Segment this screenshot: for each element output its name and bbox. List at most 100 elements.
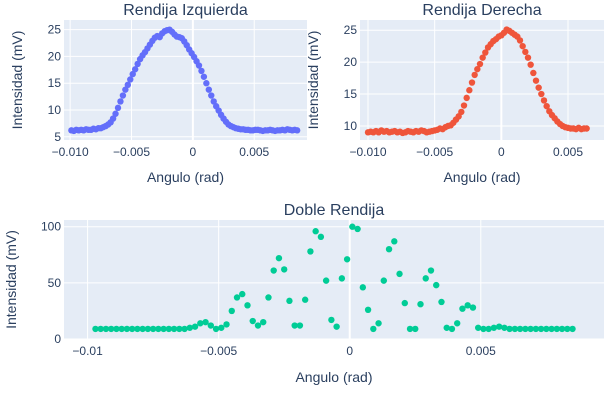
- data-point: [218, 324, 225, 331]
- data-point: [317, 233, 325, 241]
- data-point: [131, 66, 139, 73]
- data-point: [181, 325, 188, 333]
- data-point: [380, 277, 388, 284]
- data-point: [468, 79, 476, 86]
- data-point: [296, 322, 304, 329]
- plot-area: [360, 20, 604, 140]
- y-tick-label: 10: [48, 103, 62, 117]
- data-point: [359, 284, 367, 291]
- data-point: [223, 321, 230, 328]
- data-point: [460, 102, 468, 109]
- data-point: [569, 325, 576, 333]
- data-point: [406, 325, 414, 333]
- data-point: [107, 325, 115, 333]
- data-point: [438, 298, 445, 306]
- y-tick-label: 15: [48, 76, 62, 90]
- y-tick-label: 100: [41, 220, 61, 234]
- data-point: [198, 67, 205, 75]
- chart-doble-rendija: −0.01 −0.005 0 0.005 0 50 100 Doble Rendija Angu…: [3, 202, 604, 385]
- data-point: [102, 325, 110, 333]
- y-tick-label: 25: [48, 23, 62, 37]
- data-point: [535, 84, 542, 91]
- x-tick-label: 0.005: [239, 145, 269, 159]
- data-point: [532, 77, 540, 84]
- data-point: [349, 223, 356, 230]
- data-point: [522, 325, 529, 333]
- x-axis-label: Angulo (rad): [443, 169, 520, 185]
- data-point: [527, 325, 534, 333]
- data-point: [254, 322, 262, 329]
- data-point: [466, 87, 473, 94]
- x-tick-label: −0.005: [416, 145, 453, 159]
- data-point: [119, 92, 127, 99]
- chart-title: Rendija Derecha: [422, 2, 541, 19]
- data-point: [476, 60, 484, 68]
- data-point: [427, 267, 435, 274]
- x-axis-label: Angulo (rad): [295, 369, 372, 385]
- data-point: [543, 325, 550, 333]
- data-point: [265, 294, 272, 301]
- data-point: [422, 275, 429, 282]
- data-point: [203, 80, 210, 87]
- y-axis-label: Intensidad (mV): [305, 31, 321, 130]
- data-point: [291, 322, 298, 329]
- data-point: [207, 322, 214, 329]
- data-point: [454, 320, 461, 327]
- data-point: [479, 54, 486, 61]
- data-point: [260, 318, 267, 326]
- data-point: [160, 325, 167, 333]
- data-point: [134, 60, 141, 68]
- y-axis-label: Intensidad (mV): [9, 31, 25, 130]
- data-point: [532, 325, 540, 333]
- data-point: [109, 115, 117, 122]
- data-point: [364, 306, 372, 314]
- data-point: [117, 98, 124, 105]
- chart-rendija-izquierda: −0.010 −0.005 0 0.005 5 10 15 20 25 Rendija Izqui…: [9, 2, 307, 185]
- data-point: [170, 325, 178, 333]
- data-point: [301, 296, 309, 303]
- x-tick-label: −0.005: [200, 344, 237, 358]
- data-point: [474, 324, 482, 331]
- data-point: [129, 70, 136, 78]
- data-point: [511, 325, 519, 333]
- data-point: [464, 302, 471, 309]
- data-point: [524, 54, 532, 61]
- x-tick-label: −0.005: [113, 145, 150, 159]
- data-point: [322, 277, 330, 284]
- data-point: [385, 245, 393, 253]
- data-point: [92, 325, 99, 333]
- data-point: [391, 238, 398, 245]
- data-point: [522, 48, 529, 56]
- data-point: [113, 325, 120, 333]
- data-point: [186, 324, 194, 331]
- data-point: [128, 325, 136, 333]
- data-point: [540, 97, 548, 104]
- data-point: [312, 228, 319, 235]
- data-point: [123, 325, 131, 333]
- data-point: [448, 325, 456, 333]
- data-point: [469, 304, 477, 311]
- data-point: [191, 323, 199, 330]
- x-tick-label: 0.005: [553, 145, 583, 159]
- data-point: [286, 297, 293, 305]
- chart-title: Rendija Izquierda: [123, 2, 248, 19]
- plot-area: [64, 20, 307, 140]
- data-point: [537, 325, 545, 333]
- x-tick-label: 0: [190, 145, 197, 159]
- data-point: [114, 104, 122, 112]
- data-point: [293, 127, 301, 134]
- data-point: [228, 307, 235, 315]
- data-point: [501, 324, 508, 331]
- data-point: [144, 325, 152, 333]
- data-point: [208, 92, 215, 99]
- data-point: [239, 290, 246, 298]
- data-point: [548, 325, 555, 333]
- data-point: [127, 76, 134, 83]
- data-point: [485, 325, 492, 333]
- y-tick-label: 50: [48, 276, 62, 290]
- data-point: [463, 94, 470, 102]
- data-point: [139, 325, 146, 333]
- data-point: [270, 267, 277, 274]
- data-point: [564, 325, 571, 333]
- x-tick-label: −0.01: [72, 344, 103, 358]
